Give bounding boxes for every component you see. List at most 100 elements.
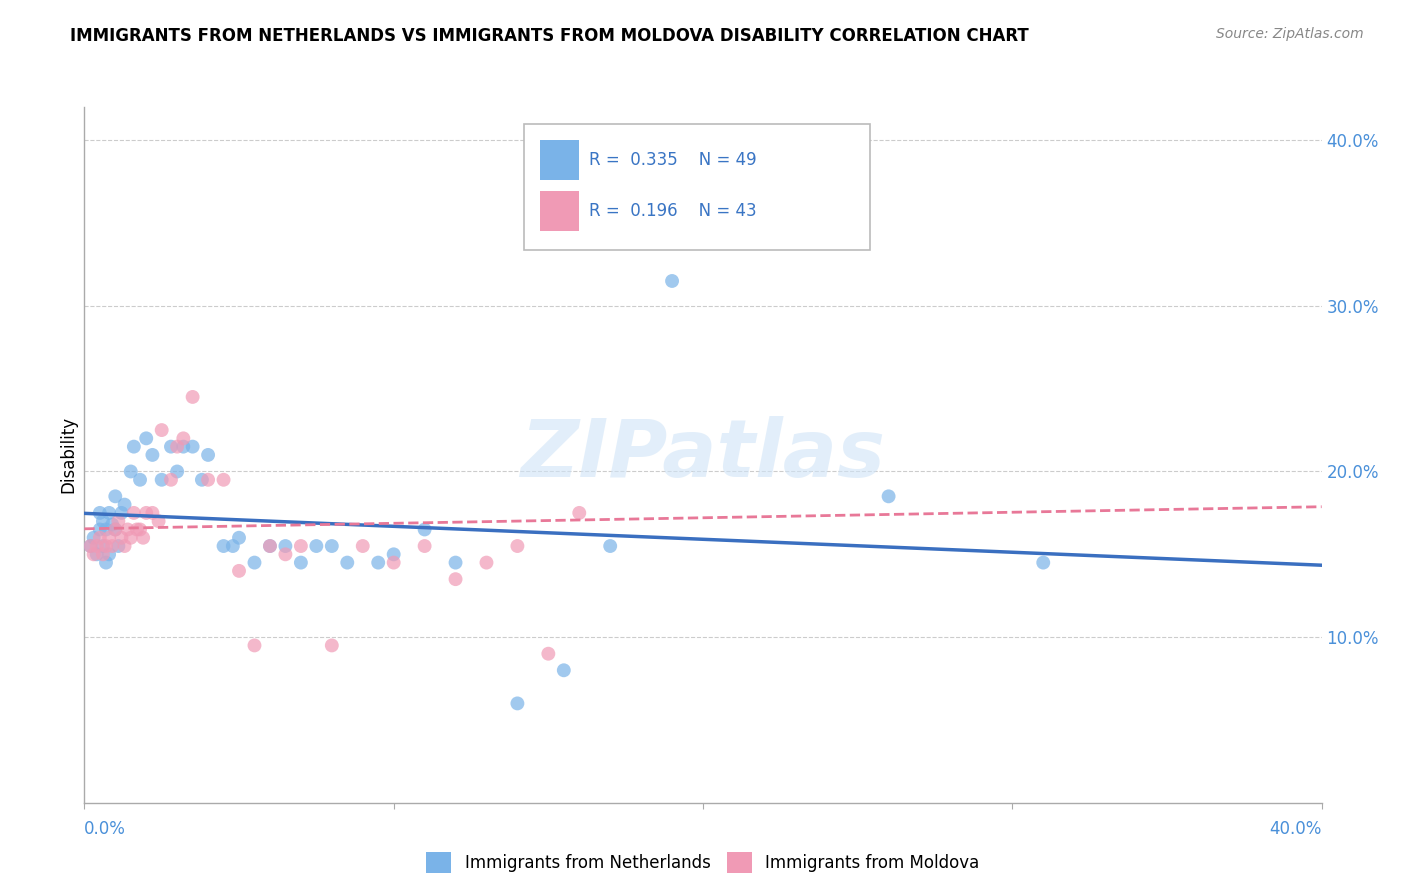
Point	[599, 539, 621, 553]
Point	[160, 473, 183, 487]
Point	[181, 440, 204, 454]
Point	[228, 564, 250, 578]
Text: Source: ZipAtlas.com: Source: ZipAtlas.com	[1216, 27, 1364, 41]
Point	[382, 556, 405, 570]
Point	[1032, 556, 1054, 570]
Point	[212, 539, 235, 553]
Text: R =  0.196    N = 43: R = 0.196 N = 43	[589, 202, 756, 219]
Point	[160, 440, 183, 454]
Point	[321, 639, 343, 653]
Point	[86, 547, 108, 561]
Text: ZIPatlas: ZIPatlas	[520, 416, 886, 494]
Point	[444, 572, 467, 586]
Point	[101, 539, 124, 553]
Point	[553, 663, 575, 677]
Point	[89, 531, 111, 545]
Point	[413, 523, 436, 537]
Point	[125, 523, 148, 537]
Point	[98, 506, 121, 520]
Point	[166, 440, 188, 454]
Point	[290, 556, 312, 570]
Point	[150, 473, 173, 487]
Point	[117, 523, 139, 537]
Point	[79, 539, 101, 553]
Point	[104, 523, 127, 537]
Point	[101, 517, 124, 532]
Point	[259, 539, 281, 553]
Point	[104, 489, 127, 503]
Point	[243, 556, 266, 570]
Point	[107, 539, 129, 553]
Point	[172, 431, 194, 445]
Point	[91, 547, 114, 561]
Point	[141, 448, 163, 462]
Point	[274, 539, 297, 553]
Point	[122, 440, 145, 454]
Point	[172, 440, 194, 454]
Point	[413, 539, 436, 553]
Point	[98, 547, 121, 561]
Point	[259, 539, 281, 553]
Point	[135, 506, 157, 520]
Point	[321, 539, 343, 553]
FancyBboxPatch shape	[540, 140, 579, 180]
Point	[568, 506, 591, 520]
Point	[243, 639, 266, 653]
Point	[506, 697, 529, 711]
Legend: Immigrants from Netherlands, Immigrants from Moldova: Immigrants from Netherlands, Immigrants …	[419, 846, 987, 880]
Text: IMMIGRANTS FROM NETHERLANDS VS IMMIGRANTS FROM MOLDOVA DISABILITY CORRELATION CH: IMMIGRANTS FROM NETHERLANDS VS IMMIGRANT…	[70, 27, 1029, 45]
Point	[382, 547, 405, 561]
Point	[132, 531, 155, 545]
Point	[228, 531, 250, 545]
Point	[352, 539, 374, 553]
Text: 40.0%: 40.0%	[1270, 820, 1322, 838]
Point	[367, 556, 389, 570]
Point	[114, 539, 136, 553]
Point	[661, 274, 683, 288]
Point	[86, 539, 108, 553]
Point	[290, 539, 312, 553]
Point	[506, 539, 529, 553]
Text: 0.0%: 0.0%	[84, 820, 127, 838]
Point	[150, 423, 173, 437]
Point	[104, 523, 127, 537]
Point	[129, 473, 152, 487]
Point	[89, 523, 111, 537]
Point	[120, 531, 142, 545]
Point	[475, 556, 498, 570]
Point	[114, 498, 136, 512]
Text: R =  0.335    N = 49: R = 0.335 N = 49	[589, 151, 756, 169]
Point	[181, 390, 204, 404]
Point	[120, 465, 142, 479]
Point	[94, 556, 117, 570]
Point	[191, 473, 214, 487]
FancyBboxPatch shape	[523, 124, 870, 250]
FancyBboxPatch shape	[540, 191, 579, 231]
Point	[166, 465, 188, 479]
Point	[877, 489, 900, 503]
Point	[91, 539, 114, 553]
Point	[98, 531, 121, 545]
Point	[212, 473, 235, 487]
Point	[197, 473, 219, 487]
Point	[122, 506, 145, 520]
Point	[91, 514, 114, 528]
Y-axis label: Disability: Disability	[59, 417, 77, 493]
Point	[599, 224, 621, 238]
Point	[444, 556, 467, 570]
Point	[222, 539, 245, 553]
Point	[110, 531, 132, 545]
Point	[83, 531, 105, 545]
Point	[129, 523, 152, 537]
Point	[107, 514, 129, 528]
Point	[94, 523, 117, 537]
Point	[94, 539, 117, 553]
Point	[274, 547, 297, 561]
Point	[148, 514, 170, 528]
Point	[110, 506, 132, 520]
Point	[336, 556, 359, 570]
Point	[537, 647, 560, 661]
Point	[83, 547, 105, 561]
Point	[89, 506, 111, 520]
Point	[197, 448, 219, 462]
